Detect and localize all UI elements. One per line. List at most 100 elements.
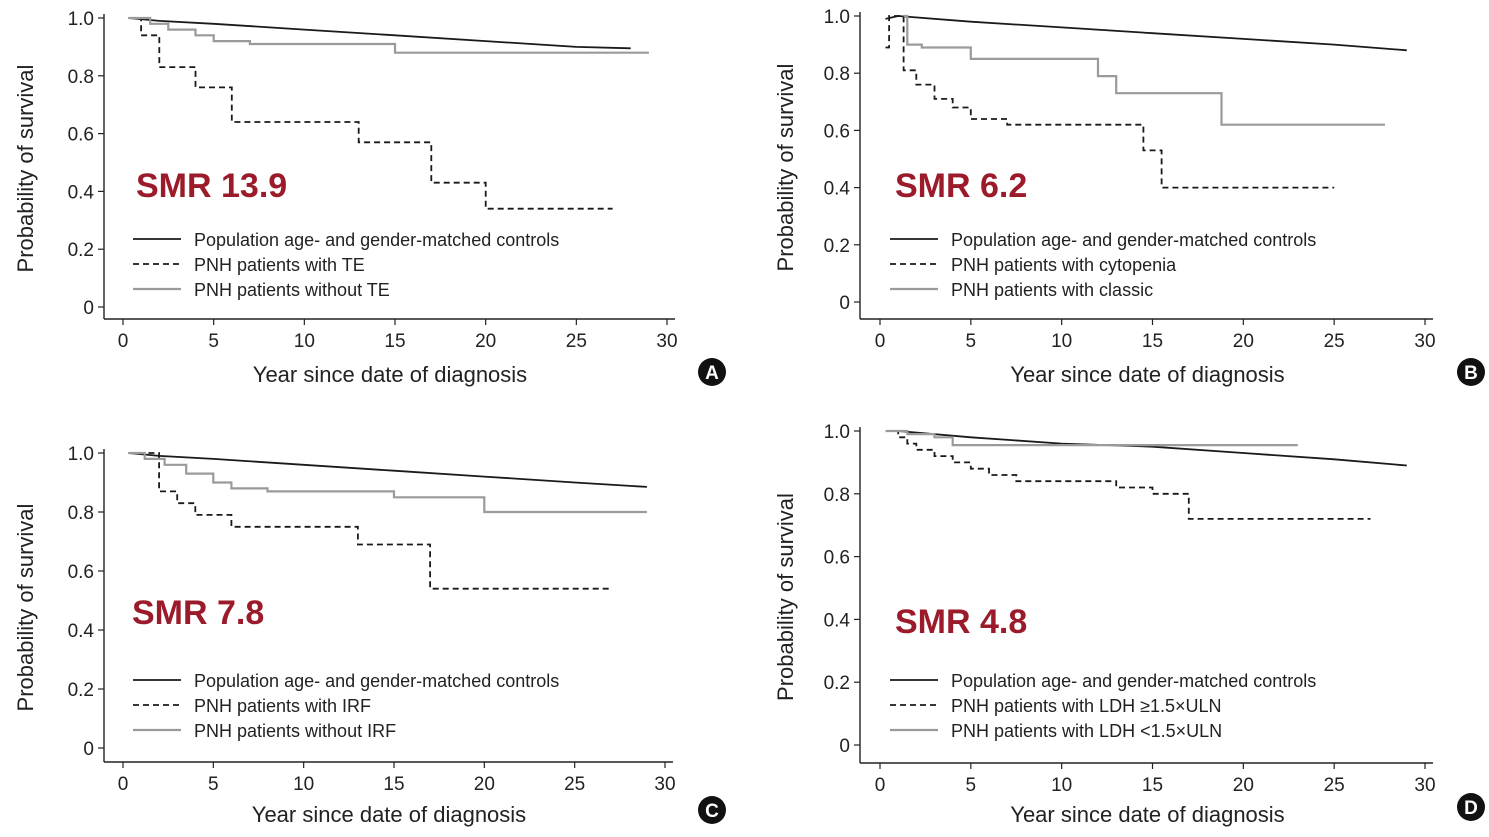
x-tick-label: 10: [293, 774, 314, 795]
y-tick-label: 0: [839, 736, 850, 757]
x-tick-label: 15: [384, 331, 405, 352]
x-tick-label: 0: [875, 331, 886, 352]
series-line-1: [885, 430, 1407, 467]
series-line-2: [885, 430, 1371, 520]
y-axis-label: Probability of survival: [13, 65, 38, 273]
x-tick-label: 30: [656, 331, 677, 352]
x-tick-label: 20: [474, 774, 495, 795]
x-tick-label: 0: [875, 775, 886, 796]
legend-label-2: PNH patients with cytopenia: [951, 255, 1177, 275]
x-axis-label: Year since date of diagnosis: [252, 802, 526, 827]
panel-letter: D: [1464, 798, 1478, 819]
y-tick-label: 0.6: [68, 562, 94, 583]
series-line-3: [128, 16, 649, 54]
survival-chart-a: 0 0.2 0.4 0.6 0.8 1.0 0 5 10 15 20 25 30 Year since d…: [13, 9, 726, 387]
y-tick-label: 0.2: [68, 680, 94, 701]
y-tick-label: 0.8: [68, 67, 94, 88]
series-line-1: [128, 17, 631, 50]
x-tick-label: 30: [1414, 775, 1435, 796]
x-tick-label: 20: [475, 331, 496, 352]
x-tick-label: 25: [564, 774, 585, 795]
y-tick-label: 1.0: [68, 444, 94, 465]
x-tick-label: 5: [966, 775, 977, 796]
series-line-1: [128, 452, 647, 488]
survival-chart-b: 0 0.2 0.4 0.6 0.8 1.0 0 5 10 15 20 25 30 Year since d…: [773, 7, 1485, 387]
panel-letter-badge: [1457, 793, 1485, 821]
x-tick-label: 15: [1142, 775, 1163, 796]
series-line-3: [885, 429, 1298, 447]
x-tick-label: 5: [208, 331, 219, 352]
x-tick-label: 0: [118, 331, 129, 352]
legend-label-3: PNH patients with LDH <1.5×ULN: [951, 721, 1222, 741]
panel-letter-badge: [698, 796, 726, 824]
x-tick-label: 25: [1324, 331, 1345, 352]
series-line-3: [128, 451, 647, 514]
series-line-2: [128, 452, 611, 590]
smr-annotation: SMR 7.8: [132, 594, 264, 632]
legend-label-1: Population age- and gender-matched contr…: [951, 671, 1316, 691]
y-tick-label: 0.8: [68, 503, 94, 524]
y-tick-label: 0.6: [824, 548, 850, 569]
x-tick-label: 25: [566, 331, 587, 352]
series-line-2: [885, 15, 1335, 189]
y-tick-label: 0.6: [824, 121, 850, 142]
legend-label-1: Population age- and gender-matched contr…: [951, 230, 1316, 250]
y-tick-label: 0.2: [68, 240, 94, 261]
y-tick-label: 0: [83, 298, 94, 319]
y-tick-label: 1.0: [824, 7, 850, 28]
x-axis-label: Year since date of diagnosis: [1010, 802, 1284, 827]
y-tick-label: 0.2: [824, 236, 850, 257]
legend-label-2: PNH patients with LDH ≥1.5×ULN: [951, 696, 1222, 716]
x-tick-label: 10: [294, 331, 315, 352]
x-tick-label: 10: [1051, 331, 1072, 352]
y-tick-label: 0.4: [824, 179, 851, 200]
x-axis-label: Year since date of diagnosis: [253, 362, 527, 387]
panel-letter: B: [1464, 363, 1478, 384]
y-tick-label: 0: [83, 739, 94, 760]
x-tick-label: 20: [1233, 331, 1254, 352]
legend-label-2: PNH patients with TE: [194, 255, 365, 275]
x-axis-label: Year since date of diagnosis: [1010, 362, 1284, 387]
y-tick-label: 0.4: [68, 621, 95, 642]
y-tick-label: 1.0: [68, 9, 94, 30]
y-tick-label: 0: [839, 293, 850, 314]
x-tick-label: 5: [966, 331, 977, 352]
y-tick-label: 0.4: [824, 610, 851, 631]
survival-chart-d: 0 0.2 0.4 0.6 0.8 1.0 0 5 10 15 20 25 30 Year since d…: [773, 422, 1485, 827]
panel-letter-badge: [1457, 358, 1485, 386]
survival-chart-c: 0 0.2 0.4 0.6 0.8 1.0 0 5 10 15 20 25 30 Year since d…: [13, 444, 726, 827]
smr-annotation: SMR 6.2: [895, 167, 1027, 205]
x-tick-label: 25: [1324, 775, 1345, 796]
smr-annotation: SMR 4.8: [895, 603, 1027, 641]
series-line-2: [128, 17, 613, 210]
legend-label-3: PNH patients without IRF: [194, 721, 396, 741]
x-tick-label: 20: [1233, 775, 1254, 796]
legend-label-1: Population age- and gender-matched contr…: [194, 671, 559, 691]
y-axis-label: Probability of survival: [13, 504, 38, 712]
y-tick-label: 0.8: [824, 64, 850, 85]
x-tick-label: 30: [654, 774, 675, 795]
y-tick-label: 0.6: [68, 125, 94, 146]
x-tick-label: 15: [383, 774, 404, 795]
y-axis-label: Probability of survival: [773, 493, 798, 701]
series-line-3: [903, 14, 1385, 126]
y-axis-label: Probability of survival: [773, 64, 798, 272]
smr-annotation: SMR 13.9: [136, 167, 287, 205]
y-tick-label: 0.2: [824, 673, 850, 694]
panel-letter-badge: [698, 358, 726, 386]
legend-label-1: Population age- and gender-matched contr…: [194, 230, 559, 250]
legend-label-3: PNH patients with classic: [951, 280, 1153, 300]
panel-d: 0 0.2 0.4 0.6 0.8 1.0 0 5 10 15 20 25 30 Year since d…: [760, 415, 1489, 834]
legend-label-2: PNH patients with IRF: [194, 696, 371, 716]
panel-b: 0 0.2 0.4 0.6 0.8 1.0 0 5 10 15 20 25 30 Year since d…: [760, 0, 1489, 405]
x-tick-label: 10: [1051, 775, 1072, 796]
panel-letter: C: [705, 801, 719, 822]
panel-letter: A: [705, 363, 719, 384]
legend-label-3: PNH patients without TE: [194, 280, 390, 300]
y-tick-label: 0.8: [824, 485, 850, 506]
x-tick-label: 5: [208, 774, 219, 795]
y-tick-label: 0.4: [68, 182, 95, 203]
x-tick-label: 15: [1142, 331, 1163, 352]
panel-c: 0 0.2 0.4 0.6 0.8 1.0 0 5 10 15 20 25 30 Year since d…: [0, 432, 730, 837]
x-tick-label: 0: [118, 774, 129, 795]
